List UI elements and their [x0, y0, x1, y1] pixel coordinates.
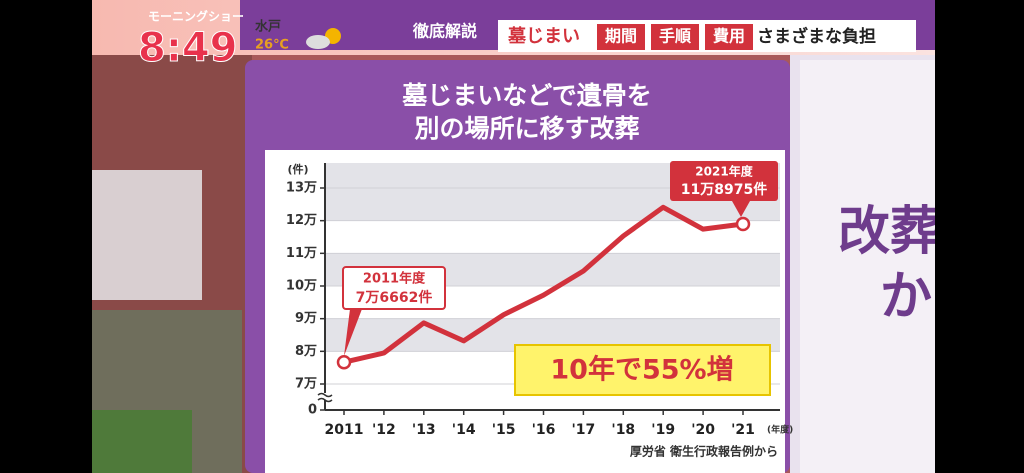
y-axis-label: (件)	[287, 162, 308, 176]
x-tick-label: '16	[532, 422, 556, 438]
side-text: 改葬	[838, 202, 942, 262]
callout-pointer	[344, 309, 362, 356]
y-tick-label: 9万	[295, 311, 317, 326]
y-tick-label: 12万	[286, 213, 317, 228]
tag-box	[651, 24, 699, 50]
x-axis-label: (年度)	[767, 424, 793, 436]
label-box	[395, 18, 495, 46]
x-tick-label: '13	[412, 422, 436, 438]
annotation: 11万8975件	[681, 181, 767, 198]
headline-label: 徹底解説	[412, 22, 477, 41]
callout-box	[342, 266, 446, 310]
plants	[92, 410, 192, 473]
annotation: 2021年度	[695, 164, 753, 179]
headline-tag: 費用	[713, 27, 745, 46]
y-tick-label: 10万	[286, 279, 317, 294]
broadcast-frame: 改葬 か モーニングショー 8:49 水戸 26℃ 徹底解説 墓じまい 期間 手順…	[92, 0, 942, 473]
side-panel	[800, 60, 935, 473]
weather-temp: 26℃	[255, 38, 289, 53]
side-text: か	[880, 267, 932, 327]
y-tick-label: 13万	[286, 181, 317, 196]
y-tick-label: 8万	[295, 344, 317, 359]
y-tick-label: 0	[308, 403, 317, 418]
x-tick-label: '21	[731, 422, 755, 438]
x-tick-label: '14	[452, 422, 476, 438]
x-tick-label: '12	[372, 422, 396, 438]
x-tick-label: '17	[572, 422, 596, 438]
y-tick-label: 11万	[286, 246, 317, 261]
headline-topic: 墓じまい	[507, 26, 580, 47]
chart-title: 別の場所に移す改葬	[414, 114, 639, 143]
headline-subtitle: さまざまな負担	[757, 26, 876, 47]
clock: 8:49	[138, 25, 238, 71]
x-tick-label: 2011	[325, 422, 364, 438]
annotation: 2011年度	[363, 271, 426, 287]
axis-break-gap	[318, 393, 332, 400]
x-tick-label: '19	[651, 422, 675, 438]
source: 厚労省 衛生行政報告例から	[630, 444, 778, 459]
tag-box	[597, 24, 645, 50]
annotation: 7万6662件	[356, 289, 433, 306]
data-line	[343, 204, 744, 365]
headline-tag: 手順	[659, 27, 692, 46]
y-tick-label: 7万	[295, 377, 317, 392]
annotation: 10年で55%増	[550, 354, 733, 386]
weather-cloud	[306, 35, 330, 49]
callout-pointer	[732, 201, 750, 217]
x-tick-label: '20	[691, 422, 715, 438]
axis-break	[317, 392, 333, 403]
x-tick-label: '18	[611, 422, 635, 438]
point-marker	[735, 216, 751, 232]
x-tick-label: '15	[492, 422, 516, 438]
show-logo: モーニングショー	[148, 9, 244, 24]
weather-city: 水戸	[255, 19, 281, 35]
tag-box	[705, 24, 753, 50]
chart-title: 墓じまいなどで遺骨を	[401, 81, 652, 110]
glass-blocks	[92, 170, 202, 300]
point-marker	[336, 354, 352, 370]
headline-tag: 期間	[605, 27, 637, 46]
highlight-box	[514, 344, 771, 396]
callout-box	[670, 161, 778, 201]
